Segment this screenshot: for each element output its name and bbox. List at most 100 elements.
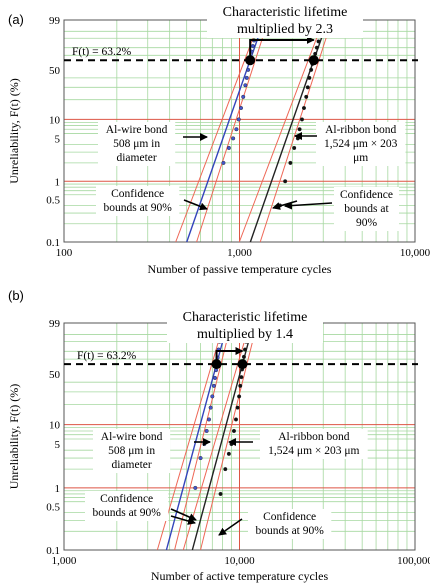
title-line: Characteristic lifetime [183, 310, 308, 325]
data-point [301, 106, 306, 111]
annotation-line: 90% [356, 217, 378, 229]
data-point [297, 127, 302, 132]
annotation-line: Al-wire bond [106, 124, 168, 136]
data-point [292, 145, 297, 150]
annotation-arrow [170, 515, 196, 525]
data-point [231, 136, 236, 141]
data-point [304, 94, 309, 99]
annotation-background [316, 122, 406, 166]
data-point [299, 117, 304, 122]
weibull-fit-line [186, 19, 265, 243]
annotation-line: bounds at 90% [103, 202, 172, 214]
title-line: multiplied by 2.3 [237, 22, 333, 37]
x-tick-label: 10,000 [400, 247, 430, 259]
data-point [193, 485, 198, 490]
x-tick-label: 1,000 [52, 555, 77, 567]
annotation: Al-wire bond 508 μm in diameter [93, 429, 171, 473]
data-point [206, 417, 211, 422]
chart-panel-a: F(t) = 63.2% Characteristic lifetime multi… [7, 2, 430, 276]
x-tick-label: 100,000 [397, 555, 430, 567]
data-point [234, 127, 239, 132]
y-axis-label: Unreliability, F(t) (%) [7, 78, 21, 184]
annotation-line: 508 μm in [108, 445, 155, 457]
data-point [236, 117, 241, 122]
data-point [235, 405, 240, 410]
y-tick-label: 0.1 [46, 545, 60, 557]
title-background [207, 2, 363, 38]
y-tick-label: 1 [55, 176, 61, 188]
y-tick-label: 99 [49, 318, 61, 330]
data-point [212, 375, 217, 380]
data-point [238, 383, 243, 388]
data-point [204, 428, 209, 433]
confidence-bound-upper [200, 322, 258, 551]
annotation: Confidence bounds at 90% [85, 491, 169, 521]
data-point [243, 83, 248, 88]
data-point [231, 428, 236, 433]
confidence-bound-lower [175, 19, 261, 243]
data-point [239, 106, 244, 111]
annotation-line: Confidence [263, 511, 316, 523]
data-point [305, 85, 310, 90]
x-tick-label: 1,000 [227, 247, 252, 259]
data-point [246, 67, 251, 72]
data-point [226, 451, 231, 456]
data-point [226, 145, 231, 150]
lifetime-multiplier-arrow [249, 36, 315, 61]
y-tick-label: 50 [49, 65, 61, 77]
data-point [223, 467, 228, 472]
annotation-line: bounds at [344, 203, 389, 215]
annotation: Confidence bounds at 90% [248, 509, 332, 539]
characteristic-lifetime-marker [245, 55, 256, 66]
data-point [313, 51, 318, 56]
characteristic-lifetime-marker [211, 359, 222, 370]
y-tick-label: 5 [55, 133, 61, 145]
y-tick-label: 10 [49, 420, 61, 432]
annotation-line: Confidence [100, 493, 153, 505]
y-tick-label: 0.1 [46, 237, 60, 249]
y-axis-label: Unreliability, F(t) (%) [7, 384, 21, 490]
confidence-bound-lower [238, 19, 324, 243]
data-point [241, 354, 246, 359]
series-ribbon-bond [182, 322, 258, 551]
annotation-background [85, 491, 169, 521]
y-tick-label: 5 [55, 439, 61, 451]
data-point [244, 75, 249, 80]
chart-panel-b: F(t) = 63.2% Characteristic lifetime multi… [7, 288, 430, 583]
chart-title: Characteristic lifetime multiplied by 1.4 [167, 307, 323, 343]
annotation-background [248, 509, 332, 539]
annotation: Al-ribbon bond 1,524 μm × 203 μm [260, 429, 368, 459]
annotation-line: Al-wire bond [101, 431, 163, 443]
data-point [210, 394, 215, 399]
data-point [314, 45, 319, 50]
data-point [316, 39, 321, 44]
annotation-line: bounds at 90% [255, 525, 324, 537]
panel-letter: (b) [8, 288, 24, 303]
annotation-line: 508 μm in [113, 138, 160, 150]
title-line: multiplied by 1.4 [197, 327, 293, 342]
data-point [198, 456, 203, 461]
annotation-background [96, 186, 180, 216]
confidence-bound-upper [196, 19, 269, 243]
annotation-line: 1,524 μm × 203 μm [268, 445, 359, 457]
data-point [283, 179, 288, 184]
x-tick-label: 10,000 [224, 555, 255, 567]
y-tick-label: 1 [55, 483, 61, 495]
annotation-line: Al-ribbon bond [278, 431, 349, 443]
annotation-background [334, 187, 399, 231]
x-axis-label: Number of passive temperature cycles [148, 262, 332, 276]
x-axis-label: Number of active temperature cycles [151, 569, 329, 583]
annotation-line: 1,524 μm × 203 [324, 138, 398, 150]
y-tick-label: 99 [49, 15, 61, 27]
reference-label: F(t) = 63.2% [72, 46, 132, 58]
panel-letter: (a) [8, 12, 24, 27]
data-point [307, 75, 312, 80]
annotation: Al-wire bond 508 μm in diameter [98, 122, 176, 166]
series-wire-bond [175, 19, 269, 243]
annotation-line: diameter [116, 152, 156, 164]
title-background [167, 307, 323, 343]
annotation-arrow [284, 201, 333, 210]
data-point [218, 491, 223, 496]
characteristic-lifetime-marker [308, 55, 319, 66]
